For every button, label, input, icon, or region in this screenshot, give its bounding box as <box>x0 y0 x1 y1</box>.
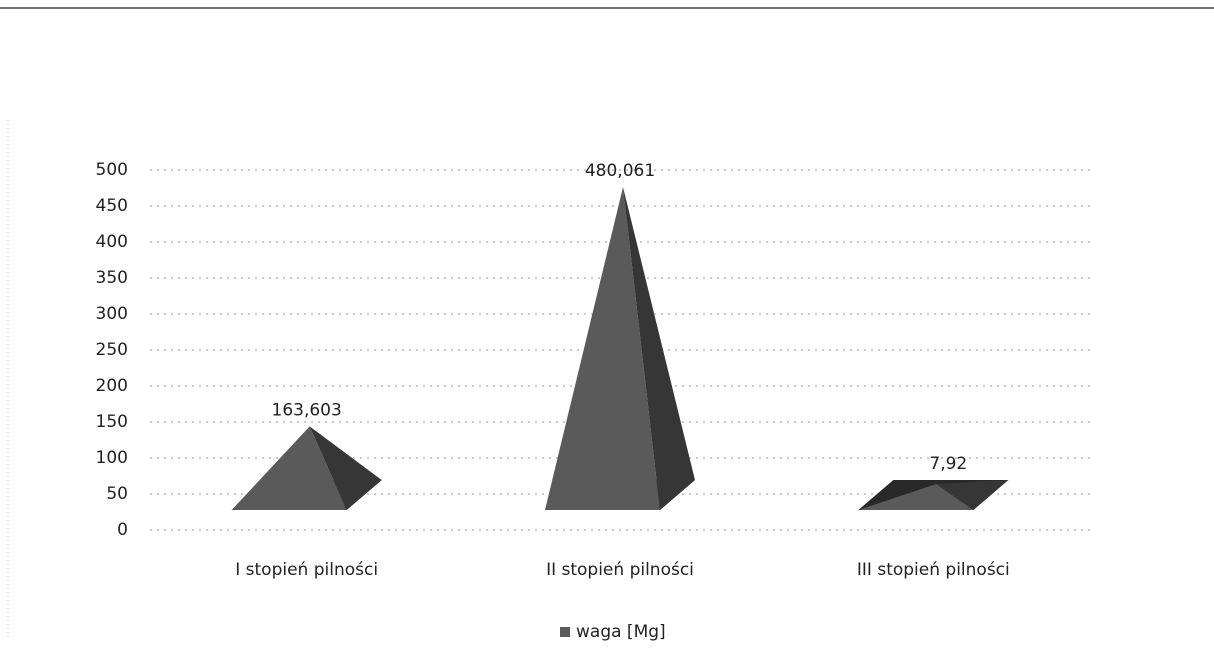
y-tick-label: 250 <box>96 340 128 360</box>
y-tick-label: 350 <box>96 268 128 288</box>
x-tick-label: II stopień pilności <box>546 560 694 580</box>
pyramid-front <box>545 187 660 510</box>
pyramid-side <box>309 426 382 510</box>
data-label: 480,061 <box>585 161 655 181</box>
pyramid <box>858 480 1009 510</box>
y-tick-label: 50 <box>106 484 128 504</box>
pyramid-front <box>231 426 347 510</box>
pyramid-front <box>858 484 974 510</box>
y-tick-label: 100 <box>96 448 128 468</box>
y-tick-label: 0 <box>117 520 128 540</box>
data-label: 7,92 <box>929 454 967 474</box>
y-tick-label: 450 <box>96 196 128 216</box>
y-tick-label: 500 <box>96 160 128 180</box>
y-tick-label: 300 <box>96 304 128 324</box>
pyramid-side <box>936 480 1009 510</box>
y-tick-label: 200 <box>96 376 128 396</box>
pyramid <box>231 426 382 510</box>
y-tick-label: 150 <box>96 412 128 432</box>
data-label: 163,603 <box>272 400 342 420</box>
pyramid <box>545 187 695 510</box>
y-tick-label: 400 <box>96 232 128 252</box>
x-tick-label: I stopień pilności <box>235 560 378 580</box>
pyramid-side <box>623 187 695 510</box>
legend-label: waga [Mg] <box>576 622 666 642</box>
legend-swatch <box>560 627 570 637</box>
x-tick-label: III stopień pilności <box>857 560 1010 580</box>
